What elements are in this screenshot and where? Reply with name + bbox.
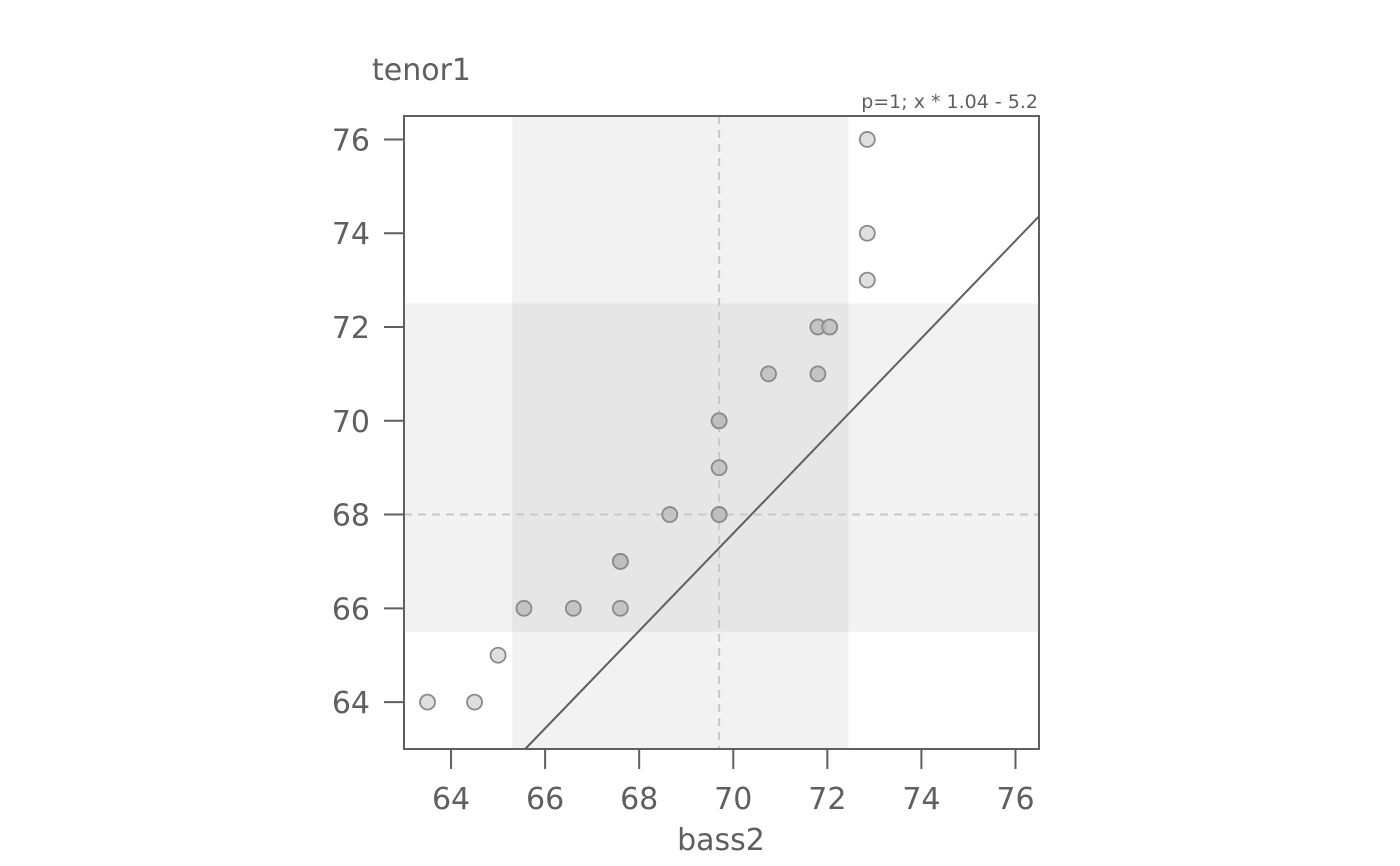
x-tick-label: 68	[620, 782, 658, 817]
y-axis-ticks: 64 66 68 70 72 74 76	[332, 123, 404, 721]
band-overlap	[512, 303, 849, 632]
x-axis-ticks: 64 66 68 70 72 74 76	[432, 749, 1035, 817]
y-tick-label: 74	[332, 217, 370, 252]
data-point	[611, 599, 629, 617]
y-tick-label: 76	[332, 123, 370, 158]
data-point	[515, 599, 533, 617]
data-point	[858, 224, 876, 242]
y-tick-label: 72	[332, 311, 370, 346]
data-point	[821, 318, 839, 336]
data-point	[710, 506, 728, 523]
data-point	[564, 599, 582, 617]
data-point	[809, 365, 827, 383]
data-point	[611, 553, 629, 570]
data-point	[858, 271, 876, 289]
plot-border	[403, 115, 1040, 750]
y-tick-label: 66	[332, 592, 370, 627]
data-point	[489, 646, 507, 664]
x-tick-label: 76	[996, 782, 1034, 817]
x-tick-label: 72	[808, 782, 846, 817]
data-point	[419, 693, 436, 711]
y-tick-label: 70	[332, 405, 370, 440]
x-tick-label: 74	[902, 782, 940, 817]
data-point	[760, 365, 777, 383]
fit-line-group	[524, 215, 1040, 750]
x-tick-label: 66	[526, 782, 564, 817]
data-point	[661, 506, 679, 523]
y-axis-title: tenor1	[372, 53, 471, 88]
data-point	[710, 412, 728, 430]
x-tick-label: 70	[714, 782, 752, 817]
data-points	[419, 131, 876, 711]
x-axis-title: bass2	[677, 823, 765, 858]
y-tick-label: 68	[332, 499, 370, 534]
plot-frame	[403, 115, 1040, 750]
data-point	[466, 693, 483, 711]
y-tick-label: 64	[332, 686, 370, 721]
fit-annotation: p=1; x * 1.04 - 5.2	[861, 91, 1038, 113]
fit-line	[524, 215, 1040, 750]
data-point	[710, 459, 728, 477]
x-tick-label: 64	[432, 782, 470, 817]
data-point	[858, 131, 876, 148]
median-lines	[404, 116, 1039, 749]
